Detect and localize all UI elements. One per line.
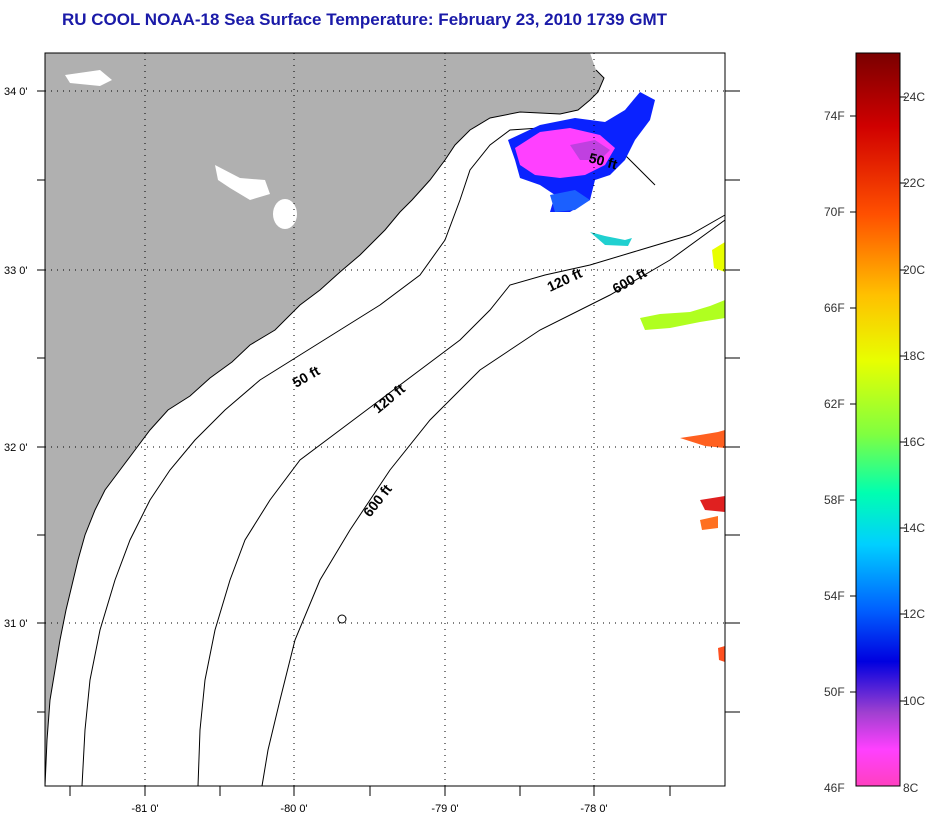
lake: [50, 718, 62, 745]
colorbar: [855, 52, 901, 787]
seamount-contour: [337, 614, 347, 624]
colorbar-ticks: [850, 96, 906, 702]
colorbar-label-c: 8C: [903, 781, 919, 795]
colorbar-label-c: 12C: [903, 607, 925, 621]
lat-label: 33 0': [4, 265, 28, 277]
coastline: [44, 69, 605, 787]
map-title: RU COOL NOAA-18 Sea Surface Temperature:…: [62, 10, 667, 29]
colorbar-label-f: 50F: [824, 685, 845, 699]
colorbar-label-f: 66F: [824, 301, 845, 315]
lon-label: -78 0': [580, 803, 607, 815]
lat-label: 31 0': [4, 618, 28, 630]
colorbar-label-f: 70F: [824, 205, 845, 219]
contour-label-50ft-north: 50 ft: [587, 149, 619, 172]
lon-label: -79 0': [431, 803, 458, 815]
colorbar-label-c: 16C: [903, 435, 925, 449]
colorbar-label-c: 14C: [903, 521, 925, 535]
lon-label: -81 0': [131, 803, 158, 815]
colorbar-label-c: 22C: [903, 176, 925, 190]
colorbar-label-c: 10C: [903, 694, 925, 708]
lake: [273, 199, 297, 229]
colorbar-label-f: 46F: [824, 781, 845, 795]
lake: [65, 70, 112, 86]
lat-label: 32 0': [4, 442, 28, 454]
graticule: [45, 53, 725, 786]
land-mass: [45, 53, 604, 786]
sst-patches: [508, 92, 725, 662]
tick-marks: [37, 90, 740, 796]
contour-120ft: [197, 214, 726, 787]
colorbar-label-c: 18C: [903, 349, 925, 363]
colorbar-label-f: 74F: [824, 109, 845, 123]
colorbar-label-f: 58F: [824, 493, 845, 507]
lake: [215, 165, 270, 200]
contour-50ft: [81, 127, 541, 787]
colorbar-label-f: 54F: [824, 589, 845, 603]
lat-label: 34 0': [4, 86, 28, 98]
colorbar-label-c: 20C: [903, 263, 925, 277]
colorbar-label-c: 24C: [903, 90, 925, 104]
colorbar-label-f: 62F: [824, 397, 845, 411]
map-frame: [44, 52, 726, 787]
lon-label: -80 0': [280, 803, 307, 815]
contour-600ft: [261, 219, 726, 787]
